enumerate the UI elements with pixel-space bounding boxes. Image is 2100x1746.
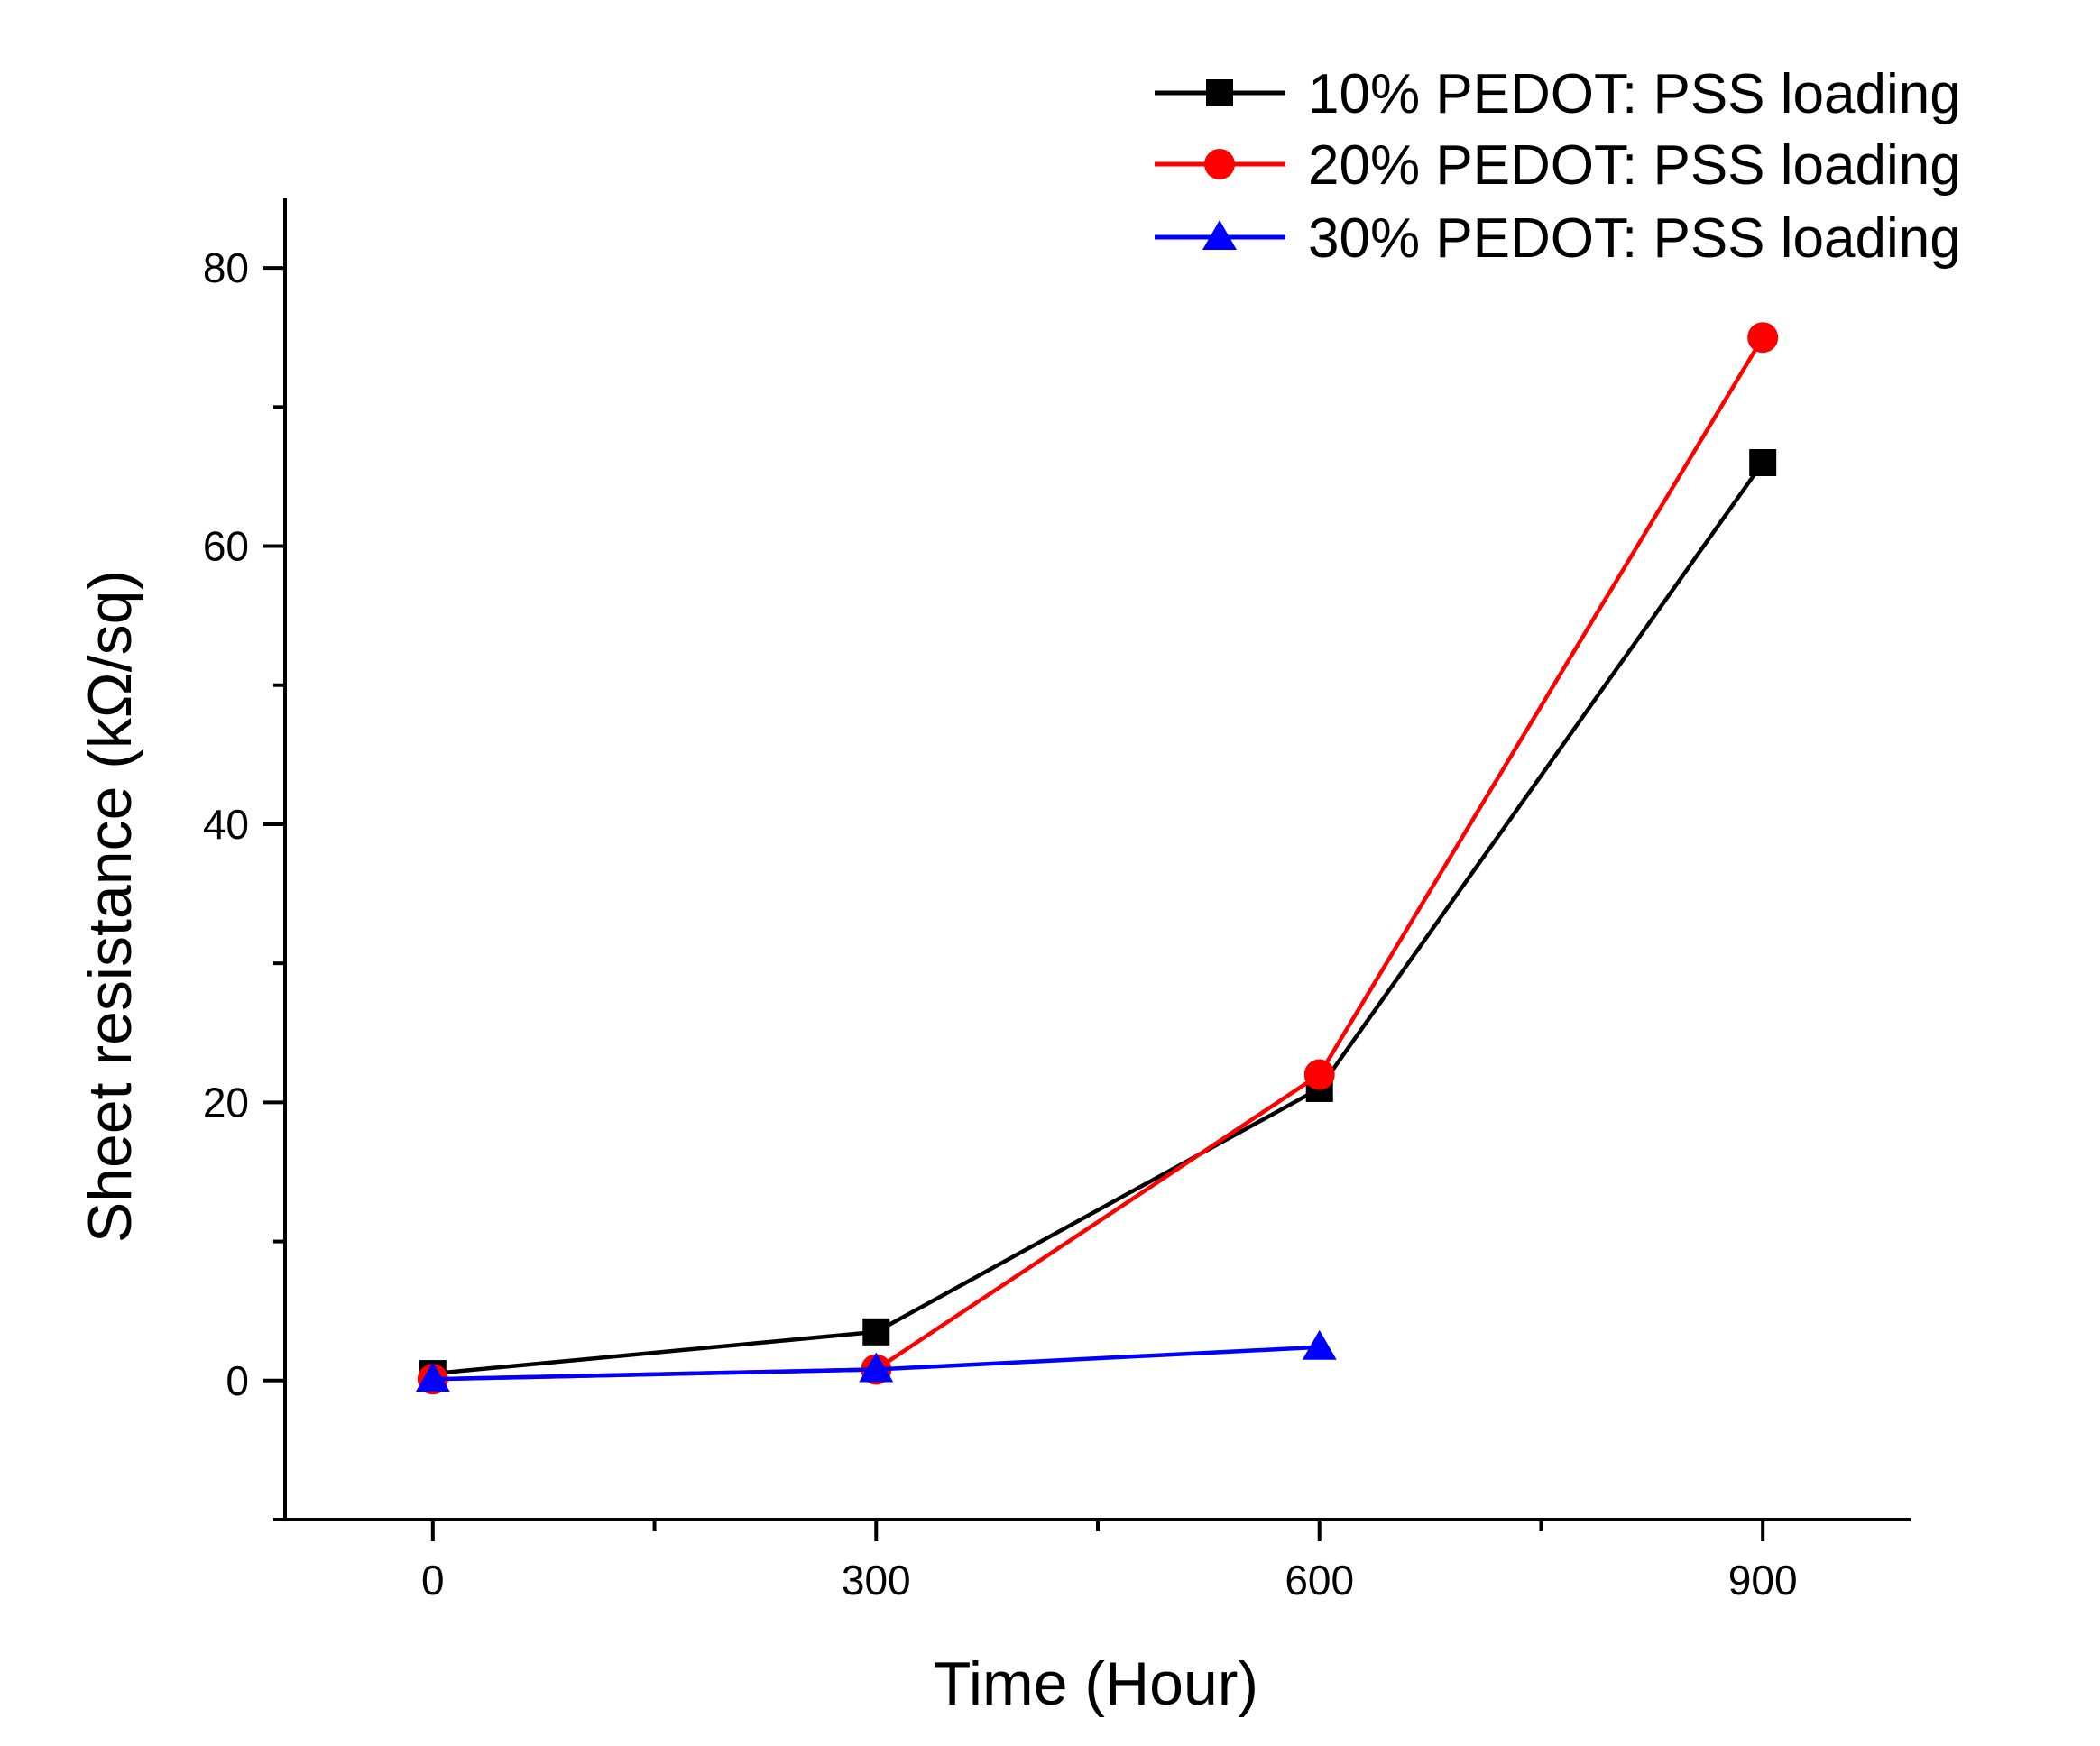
legend-label: 10% PEDOT: PSS loading: [1308, 63, 1961, 125]
y-tick-label: 40: [203, 801, 249, 848]
data-point: [862, 1318, 890, 1346]
y-tick-label: 80: [203, 244, 249, 291]
x-tick-label: 600: [1285, 1557, 1354, 1604]
legend-label: 20% PEDOT: PSS loading: [1308, 134, 1961, 197]
series-layer: [415, 322, 1779, 1395]
axes: 0 300 600 900 0 20 40 60 80: [203, 198, 1911, 1604]
legend-label: 30% PEDOT: PSS loading: [1308, 207, 1961, 270]
x-tick-label: 900: [1728, 1557, 1798, 1604]
series-line: [432, 336, 1765, 1382]
legend-marker: [1204, 149, 1235, 179]
x-tick-label: 300: [842, 1557, 911, 1604]
legend-entry-2: 20% PEDOT: PSS loading: [1155, 134, 1961, 197]
series-2: [417, 322, 1779, 1395]
series-line: [432, 461, 1765, 1376]
series-1: [419, 449, 1777, 1388]
x-axis-title: Time (Hour): [934, 1650, 1258, 1718]
data-point: [1747, 322, 1779, 354]
y-tick-label: 0: [226, 1357, 249, 1404]
data-point: [1302, 1329, 1337, 1360]
data-point: [1749, 449, 1777, 476]
data-point: [1303, 1059, 1335, 1090]
y-axis-title: Sheet resistance (kΩ/sq): [76, 570, 144, 1243]
data-point: [859, 1352, 894, 1383]
legend: 10% PEDOT: PSS loading 20% PEDOT: PSS loa…: [1155, 63, 1961, 270]
data-point: [415, 1362, 450, 1392]
y-tick-label: 20: [203, 1079, 249, 1126]
legend-entry-1: 10% PEDOT: PSS loading: [1155, 63, 1961, 125]
legend-marker: [1206, 79, 1233, 106]
x-tick-label: 0: [421, 1557, 445, 1604]
legend-marker: [1202, 220, 1237, 250]
series-3: [415, 1329, 1337, 1392]
legend-entry-3: 30% PEDOT: PSS loading: [1155, 207, 1961, 270]
y-tick-label: 60: [203, 523, 249, 570]
